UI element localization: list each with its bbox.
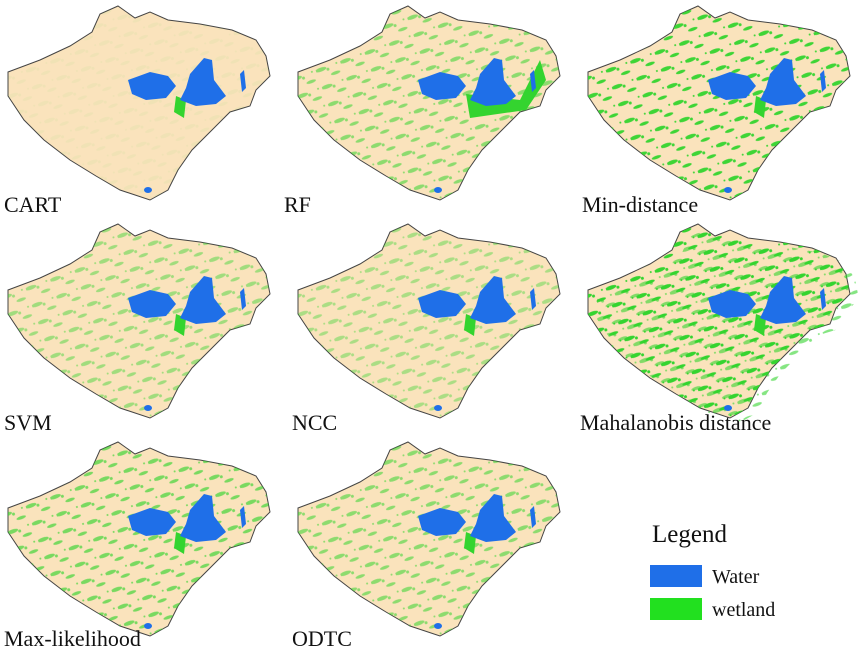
map-odtc xyxy=(297,441,561,637)
map-max-likelihood xyxy=(7,441,271,637)
panel-label: Max-likelihood xyxy=(4,626,141,651)
map-ncc xyxy=(297,223,561,419)
legend-swatch xyxy=(650,598,702,620)
legend-label: wetland xyxy=(712,599,775,621)
panel-label: CART xyxy=(4,192,62,217)
legend-swatch xyxy=(650,565,702,587)
map-rf xyxy=(297,5,561,201)
map-min-distance xyxy=(587,5,851,201)
panel-label: NCC xyxy=(292,410,337,435)
map-cart xyxy=(7,5,271,201)
panel-label: RF xyxy=(284,192,311,217)
panel-label: Mahalanobis distance xyxy=(580,410,771,435)
panel-label: ODTC xyxy=(292,626,352,651)
legend-label: Water xyxy=(712,566,760,588)
panel-label: Min-distance xyxy=(582,192,698,217)
map-svm xyxy=(7,223,271,419)
panel-label: SVM xyxy=(4,410,52,435)
legend-title: Legend xyxy=(652,521,727,548)
legend: Legend Water wetland xyxy=(650,521,775,621)
map-mahalanobis xyxy=(587,223,859,423)
